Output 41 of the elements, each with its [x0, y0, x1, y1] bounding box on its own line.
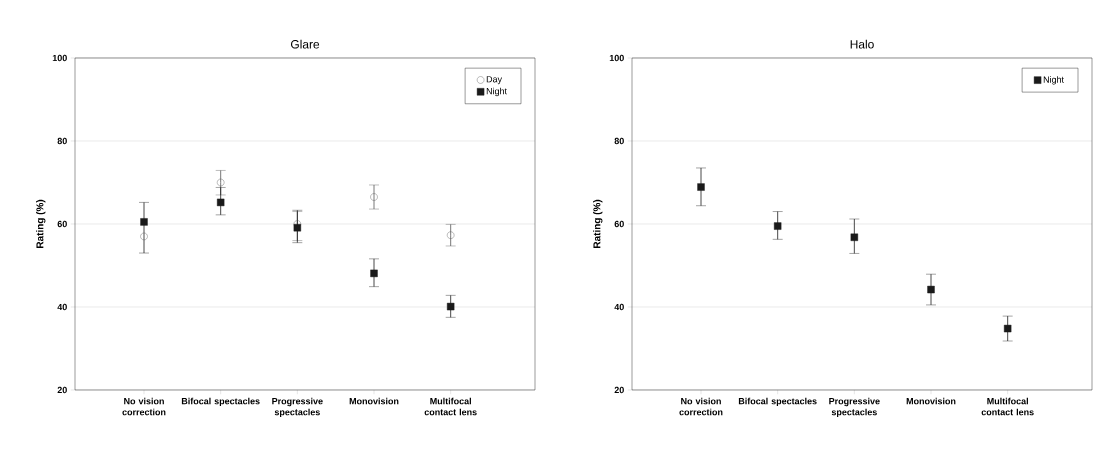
y-tick-label: 80	[614, 137, 624, 145]
chart-title: Halo	[850, 39, 874, 49]
point	[140, 232, 148, 241]
legend-label: Day	[486, 76, 503, 85]
chart-title: Glare	[290, 39, 320, 49]
point	[216, 198, 225, 207]
x-tick-label: Monovision	[349, 397, 399, 405]
point	[850, 233, 859, 241]
x-tick-label: No vision correction	[122, 397, 166, 416]
y-tick-label: 100	[52, 54, 67, 62]
point	[370, 269, 378, 278]
y-tick-label: 60	[57, 220, 67, 228]
point	[446, 302, 455, 311]
x-tick-label: No vision correction	[679, 397, 723, 416]
point	[773, 222, 782, 230]
point	[370, 193, 378, 201]
point	[1003, 324, 1012, 333]
x-tick-label: Bifocal spectacles	[738, 397, 817, 407]
x-tick-label: Progressive spectacles	[272, 397, 323, 418]
point	[140, 218, 148, 226]
legend-label: Night	[1043, 76, 1064, 85]
x-tick-label: Multifocal contact lens	[981, 397, 1034, 416]
point	[216, 178, 225, 187]
x-tick-label: Multifocal contact lens	[424, 397, 477, 416]
y-tick-label: 20	[614, 386, 624, 394]
legend-label: Night	[486, 87, 507, 97]
y-tick-label: 60	[614, 220, 624, 228]
point	[927, 285, 935, 294]
point	[293, 224, 302, 232]
y-axis-title: Rating (%)	[593, 199, 603, 248]
point	[446, 231, 455, 239]
point	[697, 183, 705, 191]
x-tick-label: Monovision	[906, 397, 956, 405]
y-tick-label: 80	[57, 137, 67, 145]
y-tick-label: 40	[57, 303, 67, 311]
y-tick-label: 100	[609, 54, 624, 62]
y-axis-title: Rating (%)	[36, 199, 46, 248]
x-tick-label: Bifocal spectacles	[181, 397, 260, 407]
x-tick-label: Progressive spectacles	[829, 397, 880, 418]
y-tick-label: 40	[614, 303, 624, 311]
y-tick-label: 20	[57, 386, 67, 394]
